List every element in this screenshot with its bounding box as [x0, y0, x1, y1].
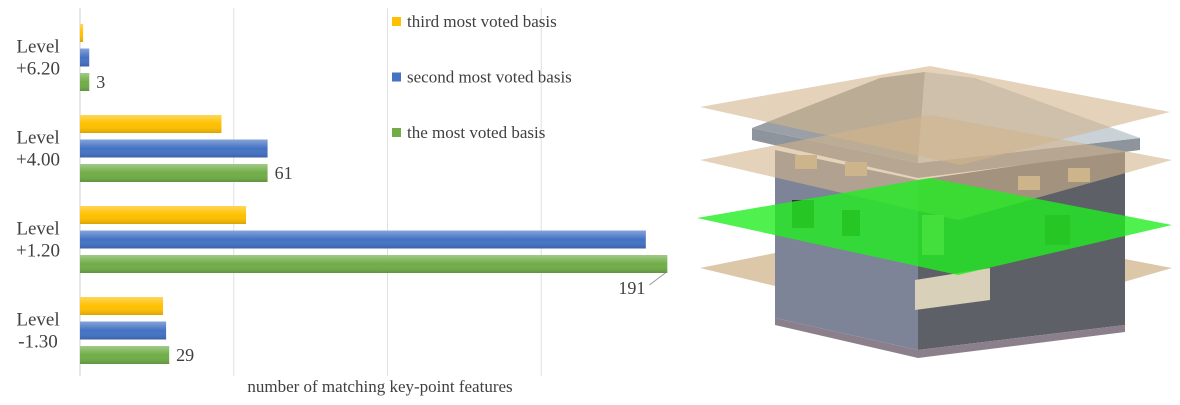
category-label: Level +1.20 — [16, 219, 60, 262]
data-label: 29 — [176, 345, 194, 365]
bar-shine — [80, 73, 90, 91]
bar-shine — [80, 24, 84, 42]
legend-label: second most voted basis — [407, 68, 572, 87]
legend-swatch — [392, 128, 401, 137]
bar-shine — [80, 48, 90, 67]
bar-shine — [80, 115, 222, 133]
porch — [915, 268, 990, 310]
category-label: Level +6.20 — [16, 37, 60, 80]
legend-swatch — [392, 72, 401, 82]
x-axis-title: number of matching key-point features — [247, 377, 512, 396]
building-model — [697, 66, 1172, 358]
bar-shine — [80, 297, 164, 315]
bar-shine — [80, 346, 170, 364]
data-label: 3 — [96, 72, 105, 92]
data-label: 191 — [618, 278, 645, 298]
legend-swatch — [392, 17, 401, 26]
bar-shine — [80, 206, 247, 224]
base — [775, 318, 1125, 358]
plane — [697, 178, 1172, 275]
plane — [700, 66, 1170, 165]
bar-shine — [80, 230, 646, 249]
bar-shine — [80, 139, 268, 158]
bar-shine — [80, 164, 268, 182]
bar-shine — [80, 255, 668, 273]
legend-label: the most voted basis — [407, 123, 545, 142]
bar-shine — [80, 321, 167, 340]
category-label: Level +4.00 — [16, 128, 60, 171]
label-leader — [649, 272, 666, 286]
category-label: Level -1.30 — [16, 310, 59, 353]
legend-label: third most voted basis — [407, 12, 557, 31]
data-label: 61 — [275, 163, 293, 183]
plot-area: Level +6.20 3 Level +4.00 61 Level +1.20 191 Leve… — [16, 8, 668, 376]
